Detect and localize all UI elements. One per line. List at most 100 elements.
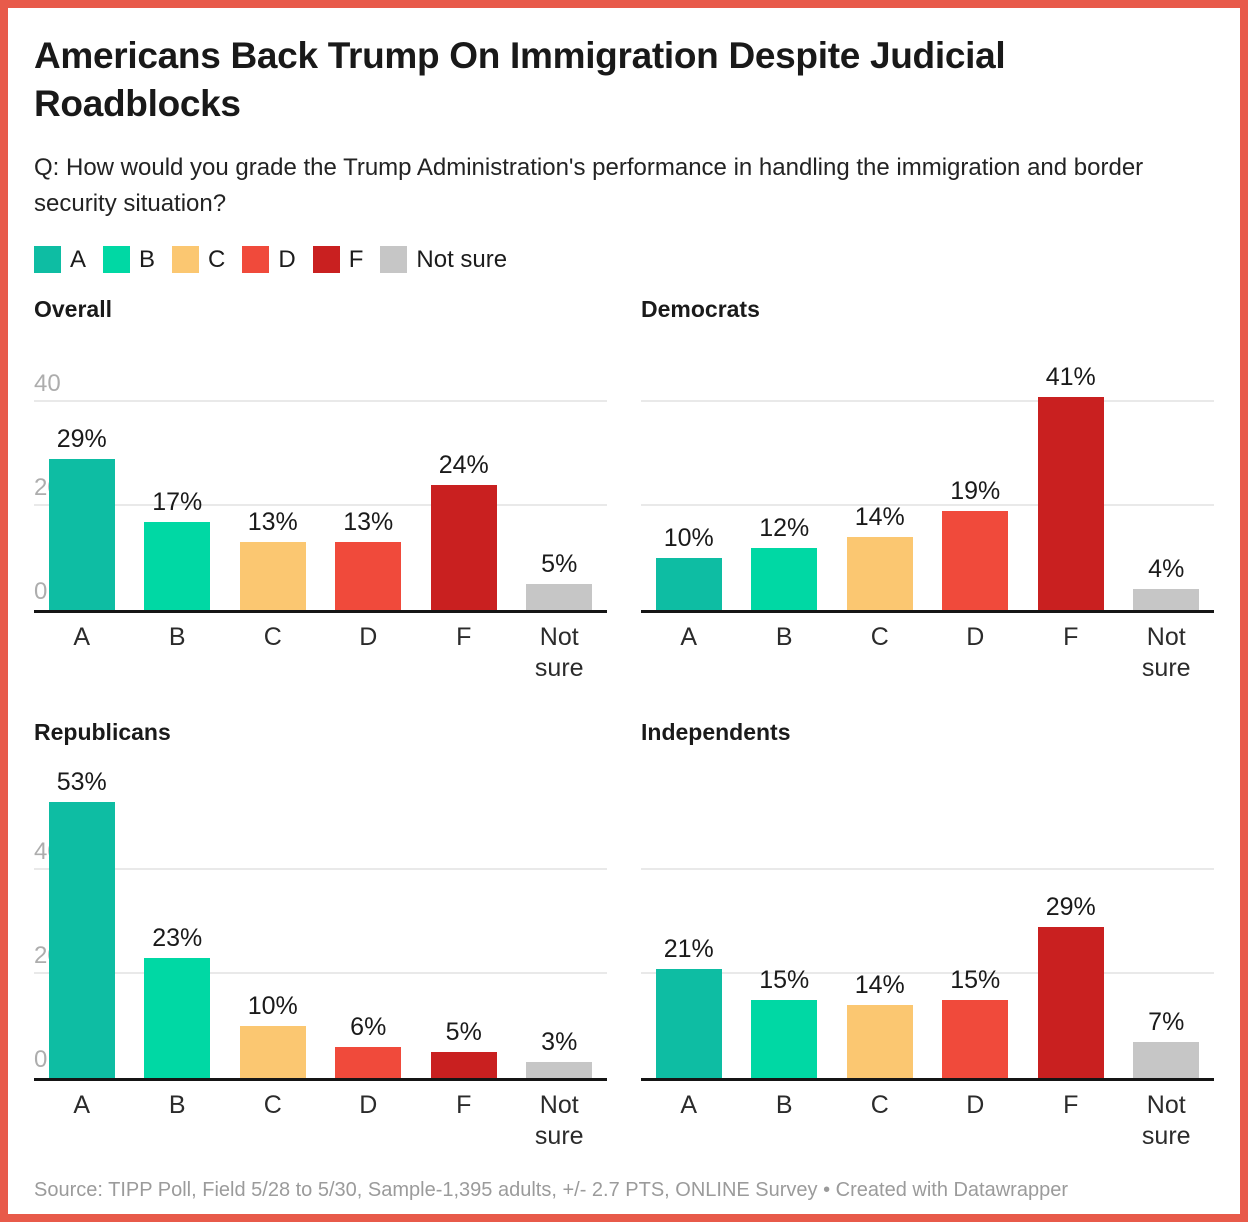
panel-title-democrats: Democrats <box>641 296 760 322</box>
legend-item: D <box>242 246 296 273</box>
bar-value-label: 24% <box>438 451 489 479</box>
x-axis-line <box>641 610 1214 613</box>
bar-value-label: 13% <box>343 508 394 536</box>
bar-slot: 12% <box>737 513 833 610</box>
bar-slot: 23% <box>130 923 226 1078</box>
bar-b <box>751 548 818 610</box>
bar-a <box>655 969 722 1078</box>
bar-not-sure <box>1133 589 1200 610</box>
category-label: C <box>870 623 889 651</box>
bar-not-sure <box>1133 1042 1200 1078</box>
bar-value-label: 10% <box>247 992 298 1020</box>
gridline-40 <box>34 868 607 870</box>
bar-c <box>846 1005 913 1078</box>
category-label: Not sure <box>534 1091 584 1150</box>
legend-label: Not sure <box>416 246 508 273</box>
x-axis-line <box>641 1078 1214 1081</box>
plot-area-overall: 40 20 0 29% 17% 13% 13% 24% 5% <box>34 361 607 610</box>
bar-value-label: 21% <box>663 935 714 963</box>
legend-item: B <box>103 246 155 273</box>
panel-independents: Independents 21% 15% 14% 15% 29% 7% A B C D F Not … <box>641 718 1214 1152</box>
bar-value-label: 14% <box>854 971 905 999</box>
bar-slot: 13% <box>225 507 321 610</box>
bar-slot: 7% <box>1119 1007 1215 1078</box>
bar-value-label: 53% <box>56 768 107 796</box>
gridline-40 <box>641 400 1214 402</box>
legend-swatch-f <box>312 246 340 273</box>
category-label: Not sure <box>1141 623 1191 682</box>
chart-question: Q: How would you grade the Trump Adminis… <box>34 154 1144 217</box>
x-axis-line <box>34 1078 607 1081</box>
legend-label: D <box>278 246 296 273</box>
category-label: C <box>870 1091 889 1119</box>
bars: 10% 12% 14% 19% 41% 4% <box>641 361 1214 610</box>
category-label: B <box>168 1091 186 1119</box>
bar-slot: 29% <box>1023 892 1119 1078</box>
category-label: A <box>680 1091 698 1119</box>
bar-value-label: 5% <box>541 550 578 578</box>
legend-swatch-b <box>103 246 131 273</box>
category-labels: A B C D F Not sure <box>34 1090 607 1152</box>
category-labels: A B C D F Not sure <box>34 622 607 684</box>
category-label: F <box>1063 623 1079 651</box>
gridline-40 <box>34 400 607 402</box>
category-label: A <box>680 623 698 651</box>
legend-swatch-c <box>172 246 200 273</box>
bar-f <box>430 1052 497 1078</box>
bar-d <box>335 1047 402 1078</box>
bar-slot: 5% <box>512 549 608 610</box>
legend-label: F <box>348 246 364 273</box>
bars: 53% 23% 10% 6% 5% 3% <box>34 766 607 1078</box>
plot-area-democrats: 10% 12% 14% 19% 41% 4% <box>641 361 1214 610</box>
bar-value-label: 14% <box>854 503 905 531</box>
bar-slot: 19% <box>928 476 1024 610</box>
category-label: D <box>359 1091 378 1119</box>
category-label: B <box>775 623 793 651</box>
bar-value-label: 29% <box>1045 893 1096 921</box>
bar-f <box>1037 397 1104 610</box>
bar-slot: 21% <box>641 934 737 1078</box>
bar-a <box>655 558 722 610</box>
legend-swatch-d <box>242 246 270 273</box>
bar-slot: 10% <box>641 523 737 610</box>
category-label: A <box>73 623 91 651</box>
gridline-20 <box>641 504 1214 506</box>
bar-slot: 13% <box>321 507 417 610</box>
bar-value-label: 10% <box>663 524 714 552</box>
legend-item: Not sure <box>380 246 507 273</box>
category-labels: A B C D F Not sure <box>641 1090 1214 1152</box>
bar-c <box>846 537 913 610</box>
y-tick-label: 0 <box>34 1046 48 1073</box>
plot-area-republicans: 40 20 0 53% 23% 10% 6% 5% 3% <box>34 766 607 1078</box>
bar-c <box>239 542 306 610</box>
y-tick-label: 40 <box>34 370 61 397</box>
bar-c <box>239 1026 306 1078</box>
bar-d <box>335 542 402 610</box>
bar-d <box>942 1000 1009 1078</box>
bar-value-label: 41% <box>1045 363 1096 391</box>
panel-title-overall: Overall <box>34 296 112 322</box>
bar-value-label: 3% <box>541 1028 578 1056</box>
gridline-40 <box>641 868 1214 870</box>
category-label: D <box>359 623 378 651</box>
bar-a <box>48 459 115 610</box>
category-label: D <box>966 1091 985 1119</box>
bar-slot: 14% <box>832 970 928 1078</box>
category-label: C <box>263 623 282 651</box>
gridline-20 <box>34 504 607 506</box>
gridline-20 <box>641 972 1214 974</box>
bar-slot: 53% <box>34 767 130 1078</box>
bar-slot: 10% <box>225 991 321 1078</box>
bar-a <box>48 802 115 1078</box>
bar-slot: 29% <box>34 424 130 610</box>
bar-value-label: 15% <box>950 966 1001 994</box>
panel-republicans: Republicans 40 20 0 53% 23% 10% 6% 5% 3% A B C D F No… <box>34 718 607 1152</box>
bars: 21% 15% 14% 15% 29% 7% <box>641 766 1214 1078</box>
category-label: B <box>168 623 186 651</box>
bar-b <box>144 522 211 610</box>
category-label: Not sure <box>1141 1091 1191 1150</box>
bar-slot: 24% <box>416 450 512 610</box>
category-label: D <box>966 623 985 651</box>
bars: 29% 17% 13% 13% 24% 5% <box>34 361 607 610</box>
legend: A B C D F Not sure <box>34 246 1214 273</box>
